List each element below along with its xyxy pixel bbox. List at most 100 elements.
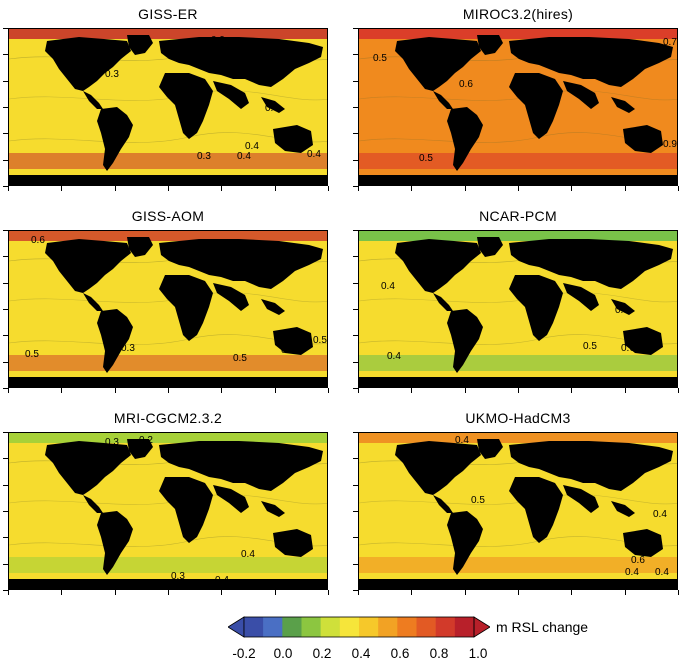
axis-tick (8, 186, 9, 191)
contour-label: 0.4 (625, 567, 639, 578)
axis-tick (411, 590, 413, 595)
colorbar-swatch (454, 617, 475, 637)
axis-tick (353, 432, 358, 433)
axis-tick (353, 537, 358, 539)
land-mass (447, 309, 483, 373)
axis-tick (571, 186, 573, 191)
axis-tick (61, 590, 63, 595)
land-mass (623, 125, 663, 153)
panel-title: GISS-AOM (131, 208, 205, 224)
contour-label: 0.3 (615, 305, 629, 316)
axis-tick (8, 388, 9, 393)
axis-tick (114, 388, 116, 393)
axis-tick (571, 590, 573, 595)
land-mass (509, 239, 673, 289)
axis-tick (353, 387, 358, 389)
axis-tick (221, 590, 223, 595)
panel-title: MIROC3.2(hires) (462, 6, 574, 22)
contour-label: 0.6 (31, 235, 45, 246)
land-mass (159, 441, 323, 491)
colorbar-tick: 0.0 (273, 646, 293, 661)
land-mass (477, 35, 503, 55)
axis-tick (61, 388, 63, 393)
contour-label: 0.3 (197, 151, 211, 162)
contour-label: 0.4 (387, 351, 401, 362)
axis-tick (353, 185, 358, 187)
land-mass (83, 495, 103, 513)
axis-tick (3, 80, 8, 82)
land-mass (433, 293, 453, 311)
axis-tick (114, 186, 116, 191)
axis-tick (3, 484, 8, 486)
axis-tick (353, 510, 358, 512)
axis-tick (353, 484, 358, 486)
contour-label: 0.5 (313, 335, 327, 346)
land-mass (45, 37, 131, 91)
map-frame: 0.6 0.5 0.5 0.3 0.5 0.4 (8, 230, 328, 388)
axis-tick (3, 361, 8, 363)
axis-tick (3, 537, 8, 539)
axis-tick (3, 159, 8, 161)
contour-label: 0.5 (419, 153, 433, 164)
axis-tick (3, 282, 8, 284)
land-mass (261, 97, 285, 113)
land-mass (159, 239, 323, 289)
land-mass (509, 37, 673, 87)
map-svg: 0.5 0.6 0.7 0.9 0.5 0.6 (359, 29, 677, 185)
colorbar-swatch (359, 617, 379, 637)
axis-tick (353, 80, 358, 82)
contour-label: 0.5 (373, 53, 387, 64)
anomaly-band-south (359, 153, 677, 169)
colorbar-swatch (282, 617, 302, 637)
axis-tick (677, 590, 679, 595)
land-mass (563, 485, 599, 513)
land-mass (213, 283, 249, 311)
land-mass (623, 327, 663, 355)
map-panel-4: NCAR-PCM 0.4 0.3 0.4 0.5 0.6 (353, 208, 679, 414)
land-mass (261, 501, 285, 517)
contour-label: 0.6 (459, 79, 473, 90)
contour-label: 0.9 (663, 139, 677, 150)
contour-label: 0.5 (25, 349, 39, 360)
contour-label: 0.5 (233, 353, 247, 364)
contour-label: 0.4 (455, 435, 469, 446)
contour-label: 0.4 (265, 103, 279, 114)
map-svg: 0.30.40.40.3 0.4 0.40.9 (9, 29, 327, 185)
panel-title: GISS-ER (138, 6, 198, 22)
land-mass (97, 511, 133, 575)
land-mass (509, 441, 673, 491)
panel-title: UKMO-HadCM3 (465, 410, 571, 426)
contour-label: 0.6 (609, 53, 623, 64)
land-mass (509, 275, 563, 341)
panel-title: MRI-CGCM2.3.2 (113, 410, 223, 426)
land-mass (127, 35, 153, 55)
land-mass (159, 275, 213, 341)
axis-tick (327, 590, 329, 595)
colorbar-tick: 0.2 (312, 646, 332, 661)
colorbar-svg (227, 616, 491, 638)
colorbar-tick: 0.4 (351, 646, 371, 661)
axis-tick (3, 458, 8, 460)
land-mass (97, 309, 133, 373)
axis-tick (464, 590, 466, 595)
axis-tick (3, 308, 8, 310)
contour-label: 0.6 (631, 555, 645, 566)
map-frame: 0.4 0.5 0.4 0.6 0.4 0.4 (358, 432, 678, 590)
map-svg: 0.6 0.5 0.5 0.3 0.5 0.4 (9, 231, 327, 387)
axis-tick (353, 159, 358, 161)
land-mass (611, 97, 635, 113)
land-mass (261, 299, 285, 315)
axis-tick (3, 335, 8, 337)
colorbar-swatch (339, 617, 360, 637)
land-mass (477, 439, 503, 459)
colorbar-swatch (301, 617, 321, 637)
axis-tick (3, 563, 8, 565)
axis-tick (167, 388, 169, 393)
land-mass (159, 73, 213, 139)
axis-tick (624, 186, 626, 191)
land-mass (611, 299, 635, 315)
land-mass (447, 107, 483, 171)
axis-tick (464, 186, 466, 191)
land-mass (447, 511, 483, 575)
land-mass (477, 237, 503, 257)
